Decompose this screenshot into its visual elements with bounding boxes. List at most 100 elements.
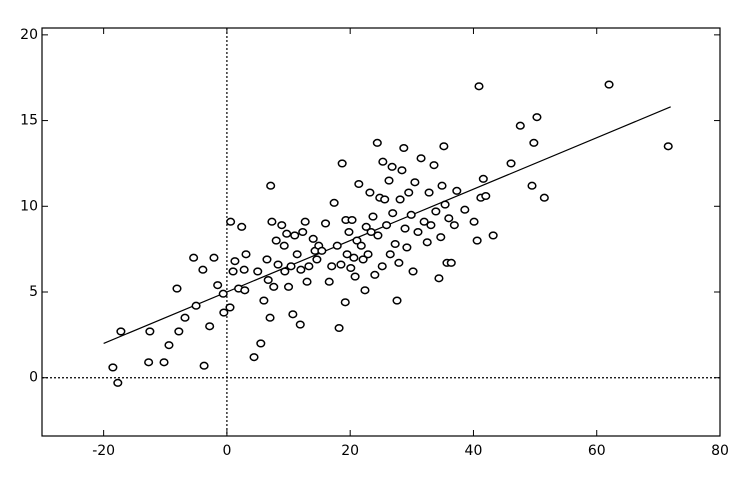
point [436, 233, 446, 242]
point [402, 243, 412, 252]
point [416, 154, 426, 163]
point [271, 236, 281, 245]
point [300, 217, 310, 226]
point [172, 284, 182, 293]
point [474, 82, 484, 91]
point [472, 236, 482, 245]
point [360, 286, 370, 295]
point [529, 138, 539, 147]
point [230, 257, 240, 266]
point [277, 221, 287, 230]
point [394, 258, 404, 267]
point [327, 262, 337, 271]
point [446, 258, 456, 267]
point [347, 215, 357, 225]
point [296, 265, 306, 274]
point [205, 322, 215, 331]
point [237, 222, 247, 231]
point [280, 267, 290, 276]
point [253, 267, 263, 276]
point [279, 241, 289, 250]
point [426, 221, 436, 230]
point [189, 253, 199, 262]
point [377, 262, 387, 271]
point [239, 265, 249, 274]
point [329, 198, 339, 207]
point [399, 143, 409, 153]
point [269, 282, 279, 291]
y-tick-label: 15 [20, 113, 38, 129]
point [440, 200, 450, 209]
point [174, 327, 184, 336]
point [180, 313, 190, 322]
point [358, 255, 368, 264]
point [506, 159, 516, 168]
point [439, 142, 449, 151]
point [228, 267, 238, 276]
point [354, 179, 364, 189]
point [372, 138, 382, 147]
point [273, 260, 283, 269]
point [191, 301, 201, 310]
point [295, 320, 305, 329]
point [437, 181, 447, 190]
point [361, 222, 371, 231]
point [404, 188, 414, 197]
point [532, 113, 542, 122]
point [320, 219, 331, 228]
point [266, 181, 276, 190]
point [469, 217, 479, 226]
point [263, 275, 273, 285]
point [144, 358, 154, 367]
point [344, 227, 354, 237]
point [317, 246, 327, 255]
point [390, 239, 400, 249]
point [488, 231, 498, 240]
point [213, 281, 223, 290]
x-tick-label: 40 [465, 443, 483, 459]
point [337, 159, 347, 168]
point [478, 174, 488, 183]
point [388, 209, 398, 218]
point [108, 363, 118, 372]
point [373, 231, 383, 240]
point [413, 227, 423, 237]
point [283, 282, 294, 291]
point [663, 142, 673, 151]
point [460, 205, 470, 214]
point [262, 255, 272, 264]
point [113, 378, 123, 387]
point [515, 121, 525, 130]
point [312, 255, 322, 264]
point [370, 270, 380, 279]
point [209, 253, 219, 262]
point [249, 353, 259, 362]
point [267, 217, 277, 226]
x-tick-label: 80 [711, 443, 729, 459]
point [218, 289, 228, 298]
point [352, 236, 362, 245]
point [395, 195, 405, 204]
point [145, 327, 155, 336]
point [392, 296, 402, 305]
point [226, 217, 236, 226]
point [356, 241, 366, 250]
point [199, 361, 209, 370]
point [444, 214, 454, 223]
point [449, 221, 459, 230]
point [225, 303, 235, 312]
point [342, 250, 352, 259]
point [349, 253, 359, 262]
point [304, 262, 314, 271]
point [539, 193, 549, 202]
y-tick-label: 10 [20, 198, 38, 214]
x-tick-label: 60 [588, 443, 606, 459]
point [241, 250, 251, 259]
point [422, 238, 432, 247]
point [336, 260, 346, 269]
point [381, 221, 392, 230]
point [410, 178, 420, 187]
point [604, 80, 614, 89]
